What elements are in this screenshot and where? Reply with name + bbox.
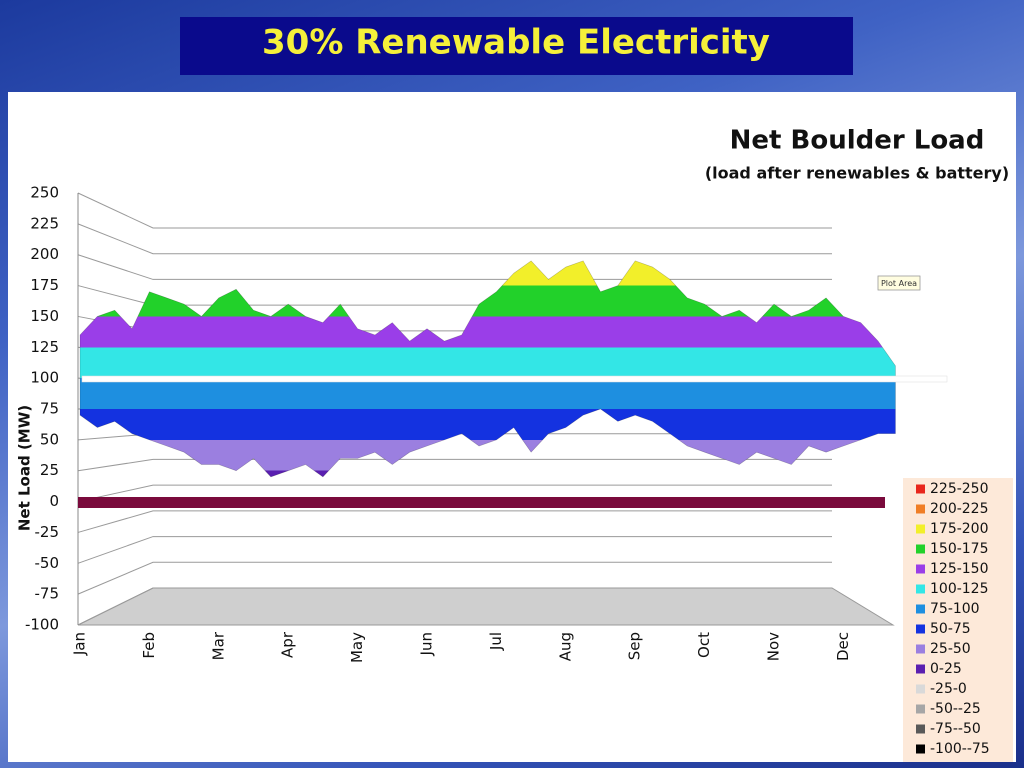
legend-label: 150-175 (930, 541, 989, 557)
y-tick-label: -100 (25, 616, 59, 634)
plane-highlight (81, 375, 948, 383)
y-axis-label: Net Load (MW) (16, 405, 34, 531)
legend-label: -100--75 (930, 741, 990, 757)
y-tick-label: 150 (30, 307, 59, 325)
x-tick-label: Jan (71, 632, 89, 656)
legend-swatch (916, 624, 925, 634)
legend-swatch (916, 484, 925, 494)
grid-line (77, 192, 832, 229)
y-tick-label: 50 (40, 430, 59, 448)
zero-ribbon (78, 497, 885, 508)
x-tick-label: Feb (140, 632, 158, 659)
y-tick-label: 225 (30, 214, 59, 232)
tooltip-text: Plot Area (881, 279, 917, 288)
x-tick-label: May (348, 632, 366, 663)
legend-label: 175-200 (930, 521, 989, 537)
legend-swatch (916, 524, 925, 534)
y-tick-label: 250 (30, 184, 59, 202)
x-tick-label: Jul (487, 632, 505, 651)
x-tick-label: Dec (834, 632, 852, 661)
x-tick-label: Aug (556, 632, 574, 661)
legend-label: 50-75 (930, 621, 971, 637)
y-tick-label: 125 (30, 338, 59, 356)
legend-label: 200-225 (930, 501, 989, 517)
slide-title: 30% Renewable Electricity (262, 23, 770, 63)
tooltip-box (877, 275, 921, 291)
y-tick-label: -75 (35, 585, 60, 603)
legend-swatch (916, 724, 925, 734)
legend-label: -75--50 (930, 721, 981, 737)
legend-label: 25-50 (930, 641, 971, 657)
floor (77, 587, 895, 626)
x-tick-label: Apr (279, 631, 297, 658)
legend-swatch (916, 664, 925, 674)
x-tick-label: Mar (209, 631, 227, 660)
legend-label: -25-0 (930, 681, 967, 697)
legend-swatch (916, 684, 925, 694)
grid-line (77, 254, 832, 280)
y-tick-label: 25 (40, 461, 59, 479)
grid-line (77, 536, 832, 564)
grid-line (77, 587, 832, 626)
grid-line (77, 223, 832, 255)
x-tick-label: Oct (695, 632, 713, 658)
title-box (180, 17, 853, 75)
grid-line (77, 484, 832, 503)
legend-swatch (916, 504, 925, 514)
x-tick-label: Jun (418, 632, 436, 656)
y-tick-label: 175 (30, 276, 59, 294)
chart-title: Net Boulder Load (730, 126, 985, 156)
y-tick-label: -50 (35, 554, 60, 572)
legend-label: 125-150 (930, 561, 989, 577)
grid-line (77, 510, 832, 533)
legend-swatch (916, 744, 925, 754)
legend-swatch (916, 564, 925, 574)
legend-label: 75-100 (930, 601, 980, 617)
legend-swatch (916, 704, 925, 714)
chart-subtitle: (load after renewables & battery) (705, 164, 1009, 183)
legend-swatch (916, 604, 925, 614)
y-tick-label: 75 (40, 400, 59, 418)
surface-area (79, 260, 896, 478)
y-tick-label: 0 (49, 492, 59, 510)
legend-swatch (916, 644, 925, 654)
legend-label: 0-25 (930, 661, 962, 677)
x-tick-label: Sep (626, 632, 644, 660)
x-tick-label: Nov (765, 632, 783, 661)
y-tick-label: -25 (35, 523, 60, 541)
y-tick-label: 100 (30, 369, 59, 387)
legend-label: 100-125 (930, 581, 989, 597)
grid-line (77, 458, 832, 472)
legend-swatch (916, 544, 925, 554)
legend-label: -50--25 (930, 701, 981, 717)
y-tick-label: 200 (30, 245, 59, 263)
legend-swatch (916, 584, 925, 594)
grid-line (77, 561, 832, 595)
legend-label: 225-250 (930, 481, 989, 497)
